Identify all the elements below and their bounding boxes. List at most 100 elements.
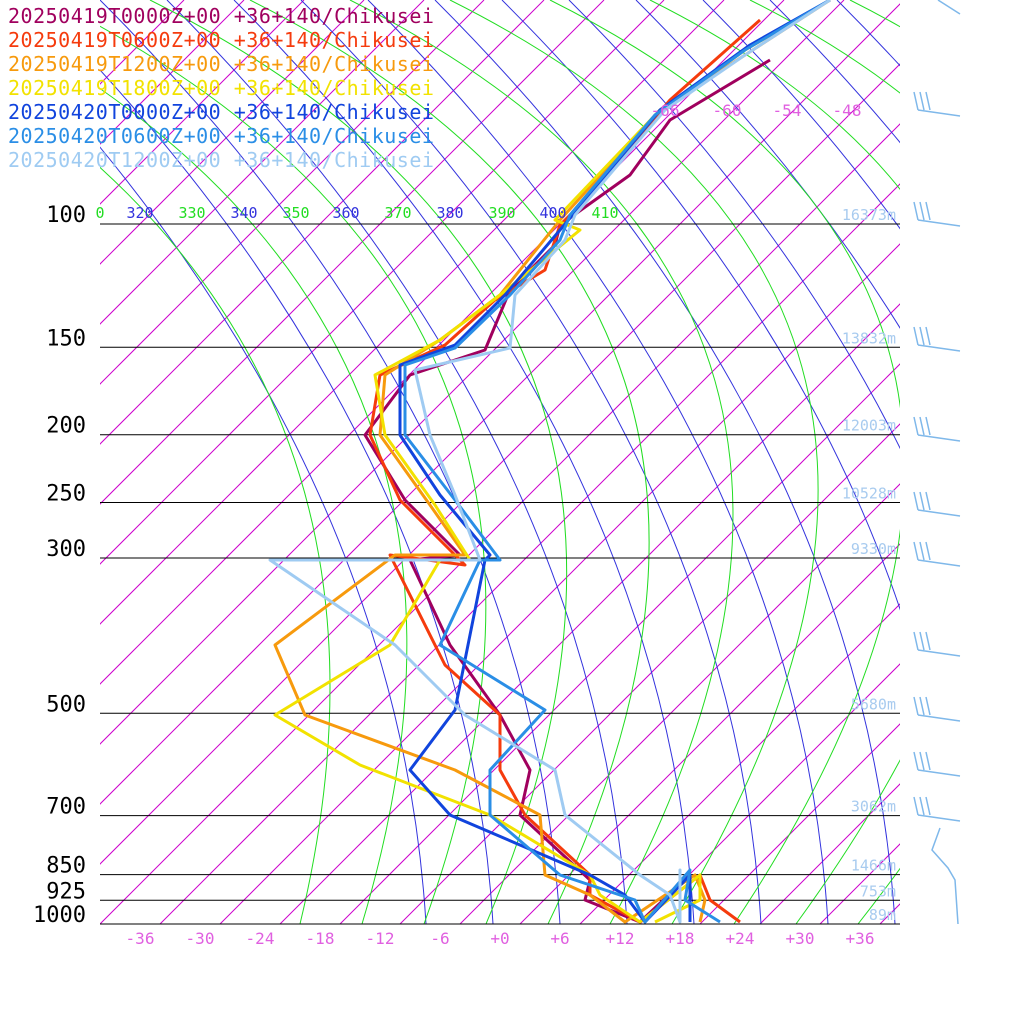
- height-label: 5680m: [851, 695, 896, 713]
- height-label: 3062m: [851, 798, 896, 816]
- x-tick-label: +24: [726, 929, 755, 948]
- wind-barb: [913, 491, 961, 517]
- series-lines: [268, 0, 831, 924]
- moist-adiabat: [100, 88, 408, 924]
- dry-adiabat: [904, 0, 1024, 924]
- isotherm-line: [879, 903, 900, 924]
- isotherm-line: [339, 363, 900, 924]
- isotherm-line: [100, 63, 900, 865]
- theta-label: 330: [178, 204, 205, 222]
- isotherm-line: [279, 303, 900, 924]
- moist-adiabat: [950, 0, 1024, 924]
- isotherm-top-label: -54: [773, 101, 802, 120]
- isotherm-line: [100, 0, 725, 625]
- theta-label: 320: [126, 204, 153, 222]
- moist-adiabat: [849, 0, 900, 28]
- legend-entry: 20250420T0000Z+00 +36+140/Chikusei: [8, 100, 435, 124]
- x-tick-label: +6: [550, 929, 569, 948]
- wind-barb: [913, 416, 961, 442]
- isotherm-line: [819, 843, 900, 924]
- isotherm-line: [100, 0, 305, 205]
- dry-adiabat: [166, 0, 628, 924]
- x-tick-label: +36: [846, 929, 875, 948]
- height-label: 13832m: [842, 329, 896, 347]
- x-tick-label: -6: [430, 929, 449, 948]
- legend-entry: 20250420T1200Z+00 +36+140/Chikusei: [8, 148, 435, 172]
- isotherm-top-label: -48: [833, 101, 862, 120]
- pressure-label: 250: [46, 482, 86, 507]
- legend-entry: 20250420T0600Z+00 +36+140/Chikusei: [8, 124, 435, 148]
- isotherm-line: [699, 723, 900, 924]
- theta-label: 350: [282, 204, 309, 222]
- isotherm-top-label: -60: [713, 101, 742, 120]
- dry-adiabat: [971, 0, 1024, 924]
- wind-barb: [913, 326, 961, 352]
- pressure-label: 850: [46, 854, 86, 879]
- height-label: 12003m: [842, 417, 896, 435]
- legend-entry: 20250419T0000Z+00 +36+140/Chikusei: [8, 4, 435, 28]
- pressure-label: 100: [46, 203, 86, 228]
- height-label: 16373m: [842, 206, 896, 224]
- wind-barb: [913, 91, 961, 117]
- wind-barb: [913, 696, 961, 722]
- isotherm-line: [100, 0, 785, 685]
- moist-adiabat: [549, 0, 900, 924]
- isotherm-line: [399, 423, 900, 924]
- legend-entry: 20250419T1800Z+00 +36+140/Chikusei: [8, 76, 435, 100]
- moist-adiabat: [100, 25, 487, 924]
- theta-label: 360: [332, 204, 359, 222]
- isotherm-line: [100, 123, 900, 924]
- isotherm-line: [1000, 0, 1024, 924]
- theta-label: 0: [95, 204, 104, 222]
- isotherm-top-label: -66: [651, 101, 680, 120]
- isotherm-line: [159, 183, 900, 924]
- moist-adiabat: [349, 0, 734, 924]
- isotherm-line: [100, 0, 605, 505]
- x-tick-label: +30: [786, 929, 815, 948]
- dry-adiabat: [300, 0, 762, 924]
- dry-adiabat: [635, 0, 900, 329]
- series-line-2: [273, 0, 831, 924]
- isotherm-line: [940, 0, 1024, 924]
- series-line-5: [403, 0, 831, 924]
- pressure-label: 700: [46, 795, 86, 820]
- height-label: 9330m: [851, 540, 896, 558]
- x-tick-label: +18: [666, 929, 695, 948]
- moist-adiabat: [649, 0, 900, 924]
- pressure-label: 200: [46, 414, 86, 439]
- x-tick-label: -12: [366, 929, 395, 948]
- dry-adiabat: [367, 0, 829, 924]
- pressure-label: 500: [46, 692, 86, 717]
- pressure-label: 300: [46, 537, 86, 562]
- theta-label: 340: [230, 204, 257, 222]
- isotherm-line: [100, 0, 665, 565]
- height-label: 753m: [860, 882, 896, 900]
- pressure-label: 925: [46, 879, 86, 904]
- dry-adiabat: [568, 0, 900, 450]
- isotherm-line: [100, 0, 485, 385]
- wind-barb: [913, 796, 961, 822]
- isotherm-line: [100, 0, 425, 325]
- x-tick-label: -30: [186, 929, 215, 948]
- pressure-label: 1000: [33, 903, 86, 928]
- dry-adiabat: [434, 0, 896, 924]
- wind-barb: [913, 631, 961, 657]
- height-label: 1466m: [851, 857, 896, 875]
- isobars: [100, 223, 900, 925]
- theta-label: 380: [436, 204, 463, 222]
- dry-adiabat: [100, 0, 561, 924]
- moist-adiabat: [749, 0, 900, 924]
- wind-barb: [913, 751, 961, 777]
- theta-label: 410: [591, 204, 618, 222]
- x-tick-label: -24: [246, 929, 275, 948]
- height-label: 89m: [869, 906, 896, 924]
- moist-adiabat: [249, 0, 650, 924]
- wind-barb: [913, 541, 961, 567]
- isotherm-line: [759, 783, 900, 924]
- isotherm-line: [100, 0, 545, 445]
- dry-adiabat: [769, 0, 900, 144]
- moist-adiabat: [449, 0, 819, 924]
- wind-barbs: [913, 0, 961, 925]
